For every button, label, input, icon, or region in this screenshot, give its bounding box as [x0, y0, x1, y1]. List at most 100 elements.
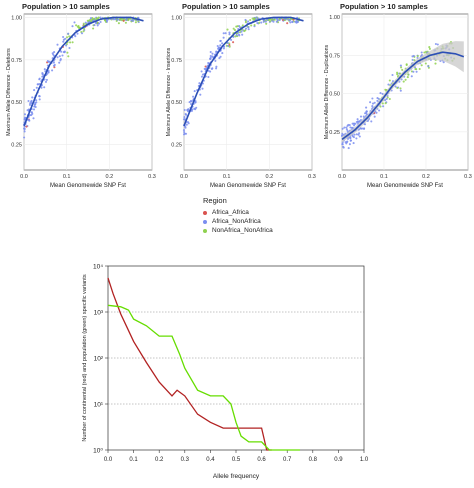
data-point [428, 46, 431, 49]
panel-title: Population > 10 samples [340, 2, 428, 11]
x-tick-label: 0.2 [155, 457, 164, 463]
data-point [105, 19, 108, 22]
data-point [43, 86, 46, 89]
data-point [216, 44, 219, 48]
data-point [411, 55, 414, 58]
data-point [363, 127, 366, 130]
data-point [356, 120, 359, 123]
data-point [243, 30, 246, 33]
data-point [33, 105, 36, 108]
data-point [406, 76, 409, 79]
data-point [401, 68, 404, 71]
y-tick-label: 0.25 [329, 130, 340, 136]
data-point [92, 27, 95, 30]
data-point [183, 116, 186, 119]
data-point [341, 134, 344, 137]
data-point [222, 36, 225, 39]
y-tick-label: 1.00 [171, 15, 182, 21]
data-point [285, 18, 288, 21]
data-point [371, 105, 374, 108]
data-point [247, 26, 250, 29]
y-tick-label: 1.00 [329, 15, 340, 21]
data-point [119, 18, 122, 21]
data-point [23, 113, 27, 116]
data-point [391, 73, 394, 77]
data-point [192, 95, 195, 98]
data-point [200, 75, 204, 78]
data-point [30, 111, 33, 114]
data-point [97, 16, 100, 19]
data-point [386, 96, 389, 99]
y-tick-label: 10⁴ [93, 264, 103, 271]
data-point [184, 126, 187, 129]
data-point [341, 143, 344, 146]
data-point [209, 70, 212, 73]
data-point [182, 129, 186, 132]
data-point [256, 21, 259, 25]
data-point [382, 105, 385, 108]
legend-label: NonAfrica_NonAfrica [212, 227, 273, 234]
data-point [89, 17, 92, 20]
x-tick-label: 0.3 [308, 174, 316, 180]
y-axis-label: Maximum Allele Difference - Deletions [6, 48, 12, 136]
data-point [232, 27, 235, 30]
data-point [33, 89, 36, 92]
data-point [247, 28, 250, 31]
data-point [364, 112, 367, 115]
data-point [375, 111, 378, 114]
data-point [224, 32, 227, 35]
data-point [400, 66, 403, 69]
data-point [399, 89, 402, 92]
data-point [189, 102, 193, 106]
data-point [61, 54, 64, 57]
data-point [48, 60, 51, 63]
data-point [359, 115, 363, 118]
panel-title: Population > 10 samples [22, 2, 110, 11]
data-point [415, 70, 418, 73]
data-point [414, 67, 417, 71]
y-tick-label: 10¹ [94, 402, 104, 409]
x-tick-label: 0.3 [464, 174, 472, 180]
data-point [288, 18, 291, 21]
data-point [370, 120, 373, 123]
data-point [347, 147, 350, 150]
x-tick-label: 0.6 [257, 457, 266, 463]
data-point [407, 73, 410, 76]
data-point [67, 55, 70, 58]
data-point [122, 19, 125, 22]
data-point [182, 133, 186, 136]
data-point [38, 82, 41, 86]
data-point [404, 78, 407, 81]
legend-swatch [203, 219, 207, 224]
data-point [27, 99, 30, 103]
data-point [396, 86, 399, 89]
data-point [358, 135, 361, 138]
data-point [226, 28, 229, 31]
x-tick-label: 0.7 [283, 457, 292, 463]
plot-area [341, 13, 469, 171]
data-point [221, 42, 224, 45]
data-point [94, 22, 98, 25]
data-point [387, 83, 390, 86]
data-point [190, 100, 193, 103]
data-point [377, 97, 380, 100]
data-point [71, 41, 74, 44]
data-point [349, 126, 352, 129]
data-point [356, 118, 359, 121]
x-axis-label: Mean Genomewide SNP Fst [50, 183, 126, 189]
x-axis-label: Mean Genomewide SNP Fst [367, 183, 443, 189]
data-point [238, 25, 241, 28]
data-point [253, 23, 256, 27]
x-tick-label: 0.1 [380, 174, 388, 180]
data-point [38, 98, 41, 101]
data-point [77, 24, 80, 28]
data-point [291, 20, 294, 23]
data-point [59, 58, 62, 61]
data-point [346, 129, 349, 132]
data-point [35, 86, 38, 89]
data-point [371, 97, 374, 100]
x-tick-label: 0.9 [334, 457, 343, 463]
data-point [28, 119, 31, 122]
data-point [124, 21, 127, 24]
data-point [352, 142, 355, 145]
